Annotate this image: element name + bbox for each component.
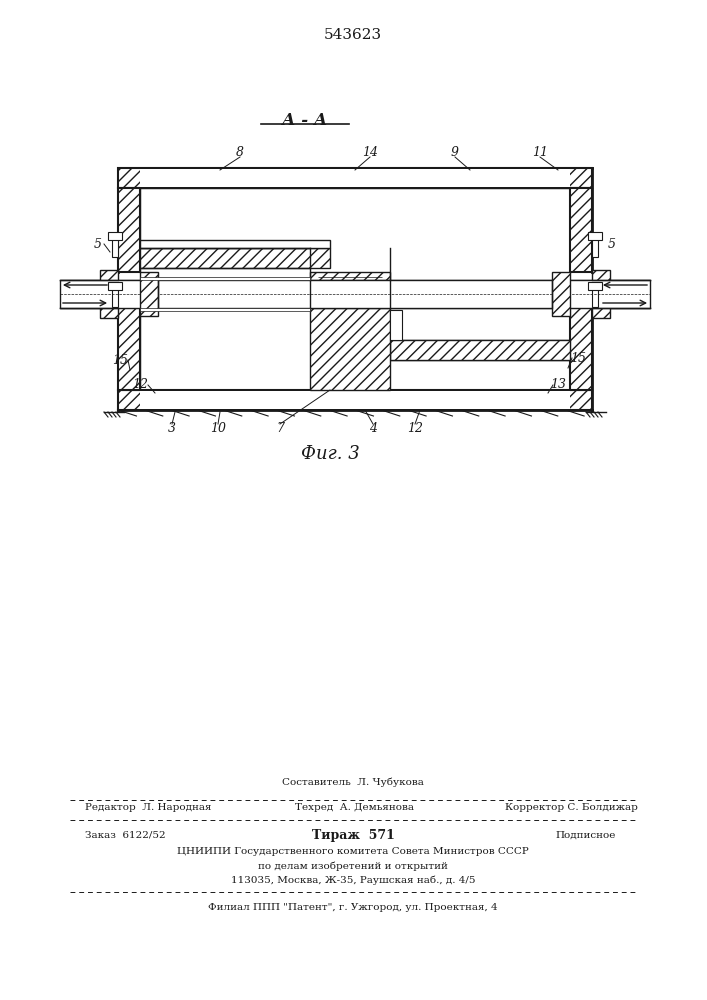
Bar	[140, 248, 330, 268]
Bar	[140, 308, 310, 311]
Text: 8: 8	[236, 146, 244, 159]
Text: 15: 15	[570, 352, 586, 364]
Text: Тираж  571: Тираж 571	[312, 828, 395, 842]
Bar	[108, 282, 122, 290]
Text: 13: 13	[550, 378, 566, 391]
Bar	[118, 308, 140, 390]
Text: Фиг. 3: Фиг. 3	[300, 445, 359, 463]
Bar	[140, 272, 158, 316]
Bar	[310, 272, 390, 280]
Bar	[140, 277, 310, 280]
Bar	[100, 270, 118, 318]
Text: 5: 5	[608, 237, 616, 250]
Bar	[592, 270, 610, 318]
Bar	[310, 308, 390, 390]
Text: 7: 7	[276, 422, 284, 434]
Text: 4: 4	[369, 422, 377, 434]
Text: 5: 5	[94, 237, 102, 250]
Bar	[118, 168, 592, 188]
Bar	[592, 235, 598, 257]
Bar	[588, 282, 602, 290]
Bar	[588, 232, 602, 240]
Text: Редактор  Л. Народная: Редактор Л. Народная	[85, 804, 211, 812]
Text: по делам изобретений и открытий: по делам изобретений и открытий	[258, 861, 448, 871]
Text: 11: 11	[532, 146, 548, 159]
Text: 543623: 543623	[324, 28, 382, 42]
Text: Корректор С. Болдижар: Корректор С. Болдижар	[505, 804, 638, 812]
Text: 12: 12	[407, 422, 423, 434]
Bar	[570, 308, 592, 390]
Bar	[570, 188, 592, 272]
Text: 12: 12	[132, 378, 148, 391]
Text: А - А: А - А	[282, 112, 327, 129]
Text: Составитель  Л. Чубукова: Составитель Л. Чубукова	[282, 777, 424, 787]
Text: 3: 3	[168, 422, 176, 434]
Bar	[592, 285, 598, 307]
Text: 113035, Москва, Ж-35, Раушская наб., д. 4/5: 113035, Москва, Ж-35, Раушская наб., д. …	[230, 875, 475, 885]
Bar	[552, 272, 570, 316]
Bar	[112, 285, 118, 307]
Bar	[140, 391, 570, 409]
Bar	[390, 310, 402, 340]
Text: 14: 14	[362, 146, 378, 159]
Bar	[112, 235, 118, 257]
Bar	[140, 169, 570, 187]
Bar	[118, 390, 592, 410]
Text: Техред  А. Демьянова: Техред А. Демьянова	[295, 804, 414, 812]
Bar	[140, 240, 330, 248]
Text: 15: 15	[112, 354, 128, 366]
Text: 9: 9	[451, 146, 459, 159]
Bar	[118, 188, 140, 272]
Bar	[390, 340, 570, 360]
Text: Подписное: Подписное	[555, 830, 615, 840]
Text: ЦНИИПИ Государственного комитета Совета Министров СССР: ЦНИИПИ Государственного комитета Совета …	[177, 848, 529, 856]
Text: Заказ  6122/52: Заказ 6122/52	[85, 830, 165, 840]
Text: 10: 10	[210, 422, 226, 434]
Text: Филиал ППП "Патент", г. Ужгород, ул. Проектная, 4: Филиал ППП "Патент", г. Ужгород, ул. Про…	[208, 902, 498, 912]
Bar	[108, 232, 122, 240]
Bar	[60, 280, 650, 308]
